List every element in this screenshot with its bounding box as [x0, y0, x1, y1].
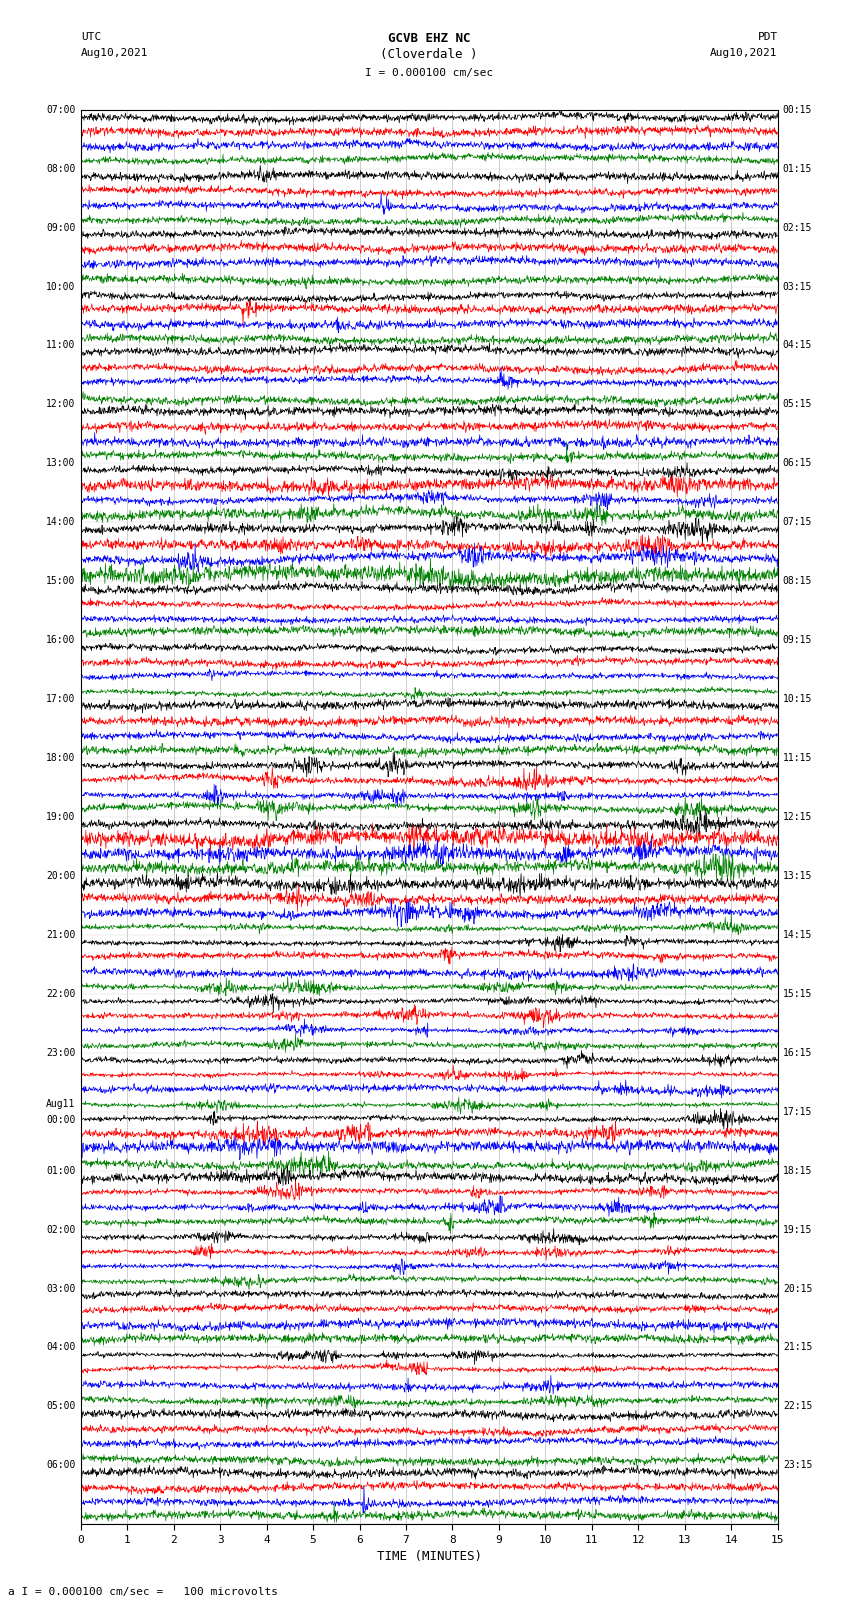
Text: 14:15: 14:15 [783, 929, 813, 940]
Text: GCVB EHZ NC: GCVB EHZ NC [388, 32, 471, 45]
Text: Aug11: Aug11 [46, 1098, 76, 1108]
Text: 10:00: 10:00 [46, 282, 76, 292]
Text: 05:15: 05:15 [783, 400, 813, 410]
Text: 03:00: 03:00 [46, 1284, 76, 1294]
Text: I = 0.000100 cm/sec: I = 0.000100 cm/sec [366, 68, 493, 77]
Text: 18:15: 18:15 [783, 1166, 813, 1176]
Text: 11:00: 11:00 [46, 340, 76, 350]
Text: 13:00: 13:00 [46, 458, 76, 468]
Text: 21:15: 21:15 [783, 1342, 813, 1352]
Text: 15:00: 15:00 [46, 576, 76, 586]
Text: 02:15: 02:15 [783, 223, 813, 232]
Text: 09:00: 09:00 [46, 223, 76, 232]
Text: 20:00: 20:00 [46, 871, 76, 881]
Text: 08:00: 08:00 [46, 163, 76, 174]
Text: 19:15: 19:15 [783, 1224, 813, 1234]
Text: 17:15: 17:15 [783, 1107, 813, 1116]
Text: 17:00: 17:00 [46, 694, 76, 705]
Text: 19:00: 19:00 [46, 811, 76, 823]
Text: 07:00: 07:00 [46, 105, 76, 115]
Text: 06:00: 06:00 [46, 1460, 76, 1471]
Text: 01:15: 01:15 [783, 163, 813, 174]
X-axis label: TIME (MINUTES): TIME (MINUTES) [377, 1550, 482, 1563]
Text: 01:00: 01:00 [46, 1166, 76, 1176]
Text: 02:00: 02:00 [46, 1224, 76, 1234]
Text: 22:15: 22:15 [783, 1402, 813, 1411]
Text: Aug10,2021: Aug10,2021 [711, 48, 778, 58]
Text: 04:00: 04:00 [46, 1342, 76, 1352]
Text: 06:15: 06:15 [783, 458, 813, 468]
Text: 12:15: 12:15 [783, 811, 813, 823]
Text: 13:15: 13:15 [783, 871, 813, 881]
Text: 09:15: 09:15 [783, 636, 813, 645]
Text: 16:00: 16:00 [46, 636, 76, 645]
Text: 05:00: 05:00 [46, 1402, 76, 1411]
Text: 10:15: 10:15 [783, 694, 813, 705]
Text: 15:15: 15:15 [783, 989, 813, 998]
Text: 08:15: 08:15 [783, 576, 813, 586]
Text: 23:15: 23:15 [783, 1460, 813, 1471]
Text: 16:15: 16:15 [783, 1048, 813, 1058]
Text: 12:00: 12:00 [46, 400, 76, 410]
Text: (Cloverdale ): (Cloverdale ) [381, 48, 478, 61]
Text: 00:15: 00:15 [783, 105, 813, 115]
Text: 20:15: 20:15 [783, 1284, 813, 1294]
Text: 00:00: 00:00 [46, 1115, 76, 1124]
Text: 14:00: 14:00 [46, 518, 76, 527]
Text: 21:00: 21:00 [46, 929, 76, 940]
Text: 11:15: 11:15 [783, 753, 813, 763]
Text: 18:00: 18:00 [46, 753, 76, 763]
Text: Aug10,2021: Aug10,2021 [81, 48, 148, 58]
Text: 23:00: 23:00 [46, 1048, 76, 1058]
Text: 03:15: 03:15 [783, 282, 813, 292]
Text: 22:00: 22:00 [46, 989, 76, 998]
Text: a I = 0.000100 cm/sec =   100 microvolts: a I = 0.000100 cm/sec = 100 microvolts [8, 1587, 279, 1597]
Text: PDT: PDT [757, 32, 778, 42]
Text: UTC: UTC [81, 32, 101, 42]
Text: 04:15: 04:15 [783, 340, 813, 350]
Text: 07:15: 07:15 [783, 518, 813, 527]
